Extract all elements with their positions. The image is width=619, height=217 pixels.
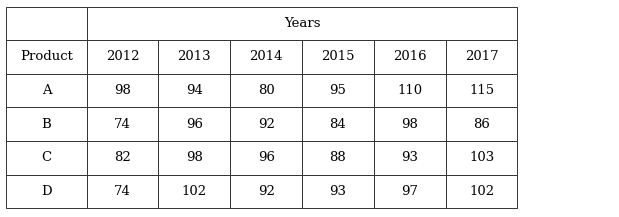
Text: 103: 103: [469, 151, 494, 164]
Text: 97: 97: [401, 185, 418, 198]
Text: 74: 74: [114, 185, 131, 198]
Text: 92: 92: [258, 118, 275, 131]
Bar: [6, 141, 87, 175]
Bar: [302, 141, 374, 175]
Text: 102: 102: [469, 185, 494, 198]
Bar: [87, 175, 158, 208]
Bar: [302, 175, 374, 208]
Bar: [230, 175, 302, 208]
Text: 102: 102: [182, 185, 207, 198]
Bar: [302, 40, 374, 74]
Text: 82: 82: [114, 151, 131, 164]
Text: 93: 93: [329, 185, 347, 198]
Text: 2014: 2014: [249, 51, 283, 63]
Bar: [158, 74, 230, 107]
Bar: [374, 141, 446, 175]
Text: 110: 110: [397, 84, 422, 97]
Bar: [6, 107, 87, 141]
Text: 2015: 2015: [321, 51, 355, 63]
Bar: [374, 74, 446, 107]
Text: B: B: [41, 118, 51, 131]
Bar: [158, 107, 230, 141]
Text: 2012: 2012: [106, 51, 139, 63]
Text: 115: 115: [469, 84, 494, 97]
Bar: [158, 175, 230, 208]
Text: 96: 96: [186, 118, 203, 131]
Bar: [446, 141, 517, 175]
Text: 80: 80: [258, 84, 275, 97]
Bar: [374, 40, 446, 74]
Text: Years: Years: [284, 17, 320, 30]
Text: Product: Product: [20, 51, 73, 63]
Text: 86: 86: [473, 118, 490, 131]
Bar: [158, 141, 230, 175]
Bar: [87, 74, 158, 107]
Text: 96: 96: [258, 151, 275, 164]
Text: A: A: [41, 84, 51, 97]
Bar: [158, 40, 230, 74]
Text: 74: 74: [114, 118, 131, 131]
Bar: [230, 40, 302, 74]
Bar: [87, 141, 158, 175]
Bar: [302, 74, 374, 107]
Text: 88: 88: [329, 151, 347, 164]
Bar: [6, 40, 87, 74]
Text: 94: 94: [186, 84, 203, 97]
Bar: [230, 74, 302, 107]
Bar: [87, 107, 158, 141]
Bar: [446, 40, 517, 74]
Text: 2013: 2013: [178, 51, 211, 63]
Bar: [87, 40, 158, 74]
Bar: [446, 175, 517, 208]
Text: 92: 92: [258, 185, 275, 198]
Text: 2017: 2017: [465, 51, 498, 63]
Bar: [6, 175, 87, 208]
Bar: [374, 107, 446, 141]
Bar: [87, 7, 517, 40]
Bar: [6, 7, 87, 40]
Text: D: D: [41, 185, 52, 198]
Bar: [446, 74, 517, 107]
Bar: [230, 141, 302, 175]
Text: 93: 93: [401, 151, 418, 164]
Bar: [230, 107, 302, 141]
Text: 98: 98: [114, 84, 131, 97]
Text: 98: 98: [186, 151, 203, 164]
Text: 95: 95: [329, 84, 347, 97]
Bar: [446, 107, 517, 141]
Text: 98: 98: [401, 118, 418, 131]
Text: 84: 84: [329, 118, 347, 131]
Bar: [6, 74, 87, 107]
Bar: [374, 175, 446, 208]
Text: 2016: 2016: [393, 51, 426, 63]
Bar: [302, 107, 374, 141]
Text: C: C: [41, 151, 51, 164]
